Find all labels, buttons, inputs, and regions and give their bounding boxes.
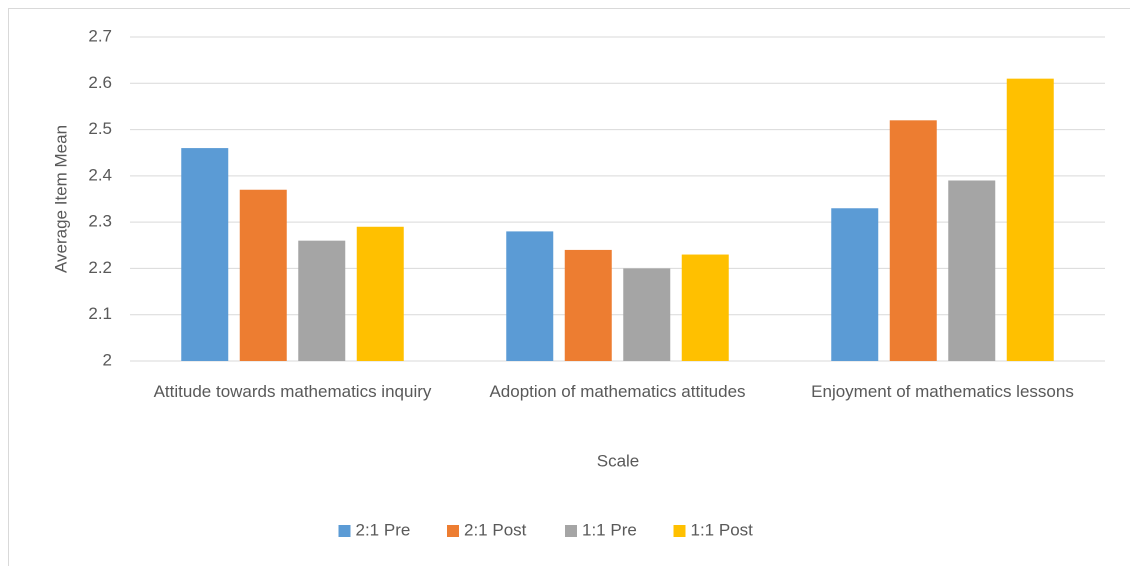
legend-label: 1:1 Post (691, 520, 754, 539)
x-axis-title: Scale (597, 451, 640, 470)
bar (889, 120, 937, 361)
y-tick-label: 2 (103, 350, 112, 369)
bar (1006, 78, 1054, 362)
x-tick-label: Attitude towards mathematics inquiry (153, 382, 432, 401)
bar (948, 180, 996, 361)
bar (298, 240, 346, 361)
x-tick-label: Adoption of mathematics attitudes (489, 382, 746, 401)
y-axis-title: Average Item Mean (51, 125, 70, 273)
y-tick-label: 2.7 (88, 26, 112, 45)
bar (681, 254, 729, 361)
bar (506, 231, 554, 361)
legend-label: 2:1 Post (464, 520, 527, 539)
legend-swatch (338, 525, 351, 537)
bar (239, 189, 287, 361)
legend-label: 2:1 Pre (356, 520, 411, 539)
y-tick-label: 2.2 (88, 258, 112, 277)
y-tick-label: 2.4 (88, 165, 112, 184)
legend-swatch (673, 525, 686, 537)
legend-swatch (565, 525, 577, 537)
chart-border (8, 8, 1130, 566)
y-tick-label: 2.5 (88, 119, 112, 138)
bar (831, 208, 879, 361)
bar (356, 226, 404, 361)
legend-swatch (447, 525, 459, 537)
y-tick-label: 2.1 (88, 304, 112, 323)
bar (623, 268, 671, 361)
bar (181, 148, 229, 361)
bar (564, 249, 612, 361)
legend-label: 1:1 Pre (582, 520, 637, 539)
x-tick-label: Enjoyment of mathematics lessons (811, 382, 1074, 401)
y-tick-label: 2.3 (88, 212, 112, 231)
y-tick-label: 2.6 (88, 73, 112, 92)
